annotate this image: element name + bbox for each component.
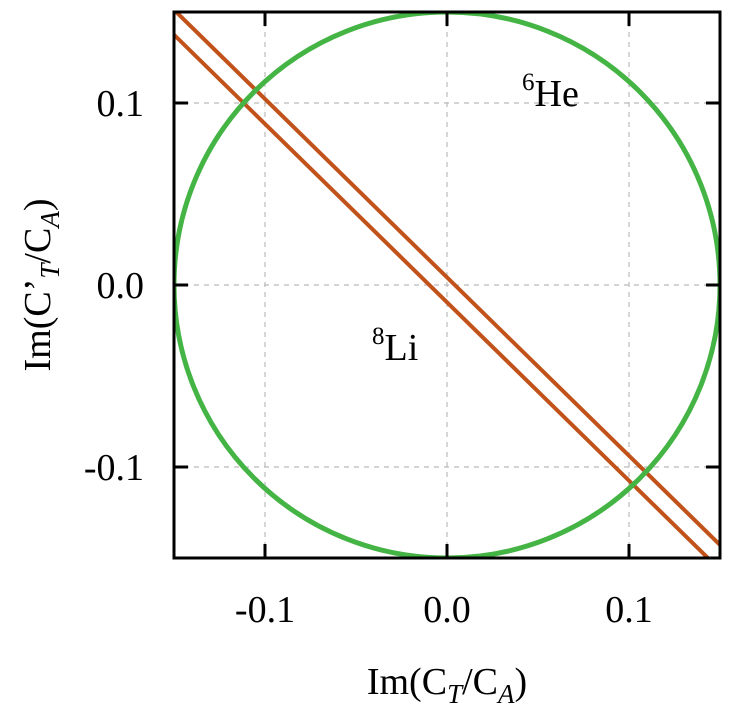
y-tick-label-2: 0.1 — [97, 83, 145, 125]
y-label-sub2: A — [35, 211, 65, 230]
li8-label-sup: 8 — [372, 323, 385, 350]
he6-label: 6He — [522, 69, 579, 115]
y-label-tail: ) — [17, 199, 59, 212]
x-tick-labels: -0.1 0.0 0.1 — [235, 589, 653, 631]
li8-band-line-1 — [174, 12, 720, 547]
x-label-sub2: A — [496, 679, 515, 709]
x-label-sub1: T — [447, 679, 464, 709]
li8-band-line-2 — [174, 33, 711, 558]
y-axis-label: Im(C’T/CA) — [17, 199, 65, 372]
grid-lines — [174, 12, 720, 558]
he6-label-sup: 6 — [522, 69, 535, 96]
y-tick-labels: -0.1 0.0 0.1 — [84, 83, 144, 489]
y-label-sub1: T — [35, 262, 65, 279]
li8-label: 8Li — [372, 323, 418, 369]
x-tick-label-2: 0.1 — [605, 589, 653, 631]
y-label-lead: Im(C’ — [17, 279, 59, 372]
axis-ticks — [174, 12, 720, 558]
x-axis-label: Im(CT/CA) — [367, 661, 527, 709]
x-label-lead: Im(C — [367, 661, 447, 703]
he6-label-text: He — [535, 73, 579, 115]
x-tick-label-1: 0.0 — [423, 589, 471, 631]
y-tick-label-0: -0.1 — [84, 447, 144, 489]
x-tick-label-0: -0.1 — [235, 589, 295, 631]
li8-label-text: Li — [385, 327, 419, 369]
y-tick-label-1: 0.0 — [97, 265, 145, 307]
x-label-tail: ) — [515, 661, 528, 703]
y-label-mid: /C — [17, 228, 59, 264]
li8-band — [174, 12, 720, 558]
x-label-mid: /C — [462, 661, 498, 703]
